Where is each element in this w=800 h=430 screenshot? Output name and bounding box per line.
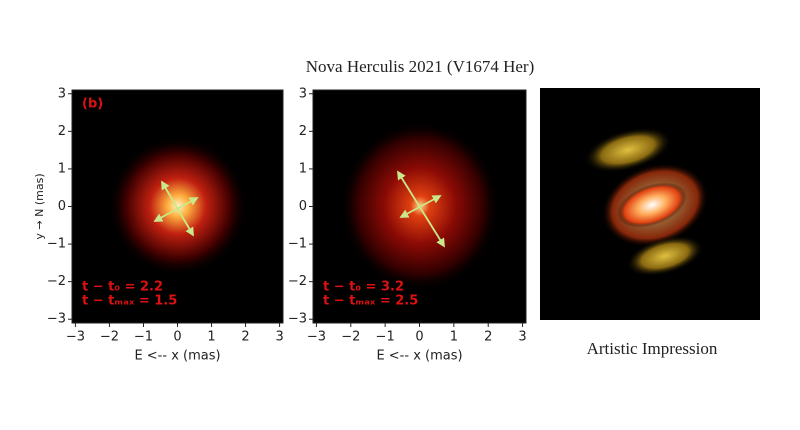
x-tick-label: 1: [207, 330, 215, 345]
y-tick-label: −3: [288, 312, 307, 327]
x-tick-label: 3: [275, 330, 283, 345]
y-tick-label: 0: [58, 199, 66, 214]
lower-lobe: [626, 235, 704, 277]
y-tick-label: 2: [58, 124, 66, 139]
annotation: t − t₀ = 2.2: [82, 280, 163, 295]
annotation: t − tₘₐₓ = 2.5: [323, 294, 418, 309]
y-axis-label: y → N (mas): [33, 173, 46, 239]
emission: [108, 136, 248, 276]
y-tick-label: 1: [299, 161, 307, 176]
panel-label: (b): [82, 97, 103, 112]
annotation: t − t₀ = 3.2: [323, 280, 404, 295]
y-tick-label: 3: [58, 86, 66, 101]
x-tick-label: 0: [173, 330, 181, 345]
artwork: [540, 88, 760, 320]
x-tick-label: 1: [450, 330, 458, 345]
x-tick-label: −2: [100, 330, 119, 345]
x-tick-label: −3: [66, 330, 85, 345]
y-tick-label: 2: [299, 124, 307, 139]
panel: −3 −2 −1 0 1 2 3 −3 −2 −1 0 1 2 3 E <-- x (mas) y → N (…: [33, 86, 284, 363]
x-tick-label: −1: [376, 330, 395, 345]
x-tick-label: 2: [484, 330, 492, 345]
y-tick-label: −2: [288, 274, 307, 289]
x-tick-label: 2: [241, 330, 249, 345]
x-axis-label: E <-- x (mas): [376, 349, 462, 364]
x-tick-label: 3: [518, 330, 526, 345]
y-tick-label: −1: [47, 237, 66, 252]
x-axis-label: E <-- x (mas): [134, 349, 220, 364]
central-ring: [617, 182, 687, 228]
arrow: [153, 197, 199, 222]
y-tick-label: 3: [299, 86, 307, 101]
y-tick-label: 0: [299, 199, 307, 214]
x-tick-label: −3: [307, 330, 326, 345]
upper-lobe: [584, 127, 672, 173]
y-tick-label: −2: [47, 274, 66, 289]
annotation: t − tₘₐₓ = 1.5: [82, 294, 177, 309]
panel: −3 −2 −1 0 1 2 3 −3 −2 −1 0 1 2 3 E <-- x (mas) t − t₀ …: [288, 86, 527, 363]
arrow: [399, 195, 442, 218]
x-tick-label: 0: [415, 330, 423, 345]
x-tick-label: −2: [341, 330, 360, 345]
y-tick-label: 1: [58, 161, 66, 176]
x-tick-label: −1: [134, 330, 153, 345]
caption: Artistic Impression: [587, 339, 718, 358]
figure-title: Nova Herculis 2021 (V1674 Her): [306, 57, 535, 76]
y-tick-label: −1: [288, 237, 307, 252]
y-tick-label: −3: [47, 312, 66, 327]
